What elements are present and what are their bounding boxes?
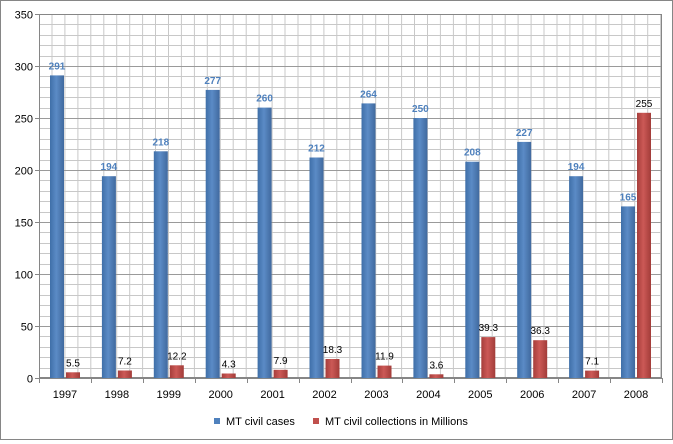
plot-area: 0 50 100 150 200 250 300 350 1997 1998 1999 2000 200… (15, 10, 663, 401)
data-label-cases: 291 (49, 61, 66, 72)
x-tick-label: 2008 (624, 389, 648, 401)
data-label-collections: 12.2 (167, 351, 187, 362)
bar-collections (221, 373, 236, 378)
data-label-cases: 212 (308, 144, 325, 155)
legend-swatch-cases (214, 418, 220, 424)
x-tick-label: 2000 (208, 389, 232, 401)
data-label-cases: 194 (568, 162, 585, 173)
data-label-cases: 250 (412, 104, 429, 115)
bar-cases (153, 151, 168, 378)
x-tick-label: 2007 (572, 389, 596, 401)
x-tick-label: 2003 (364, 389, 388, 401)
bar-collections (585, 370, 600, 378)
y-tick-label: 250 (15, 114, 33, 126)
data-label-collections: 3.6 (429, 360, 443, 371)
bar-cases (569, 176, 584, 378)
bar-cases (621, 206, 635, 378)
data-label-collections: 18.3 (323, 345, 343, 356)
x-tick-label: 2002 (312, 389, 336, 401)
y-tick-label: 200 (15, 166, 33, 178)
y-tick-label: 0 (27, 374, 33, 386)
data-label-collections: 11.9 (375, 352, 394, 363)
y-tick-label: 100 (15, 270, 33, 282)
y-tick-label: 350 (15, 10, 33, 22)
data-label-cases: 218 (152, 137, 169, 148)
x-tick-label: 2004 (416, 389, 440, 401)
bar-cases (101, 176, 116, 378)
bar-collections (117, 370, 132, 378)
bar-collections (169, 365, 184, 378)
data-label-collections: 4.3 (222, 360, 236, 371)
bar-collections (325, 359, 340, 378)
data-label-collections: 5.5 (66, 358, 80, 369)
x-tick-label: 1999 (157, 389, 181, 401)
bar-collections (637, 112, 651, 379)
plot-background (39, 14, 662, 378)
x-tick-label: 1997 (53, 389, 77, 401)
data-label-collections: 36.3 (530, 326, 550, 337)
x-tick-label: 2005 (468, 389, 492, 401)
data-label-collections: 39.3 (479, 323, 499, 334)
data-label-collections: 255 (636, 99, 653, 110)
bar-cases (413, 118, 428, 378)
legend-label-collections: MT civil collections in Millions (325, 416, 468, 428)
y-tick-label: 300 (15, 62, 33, 74)
legend: MT civil cases MT civil collections in Mi… (214, 416, 468, 428)
bar-collections (429, 374, 444, 378)
bar-cases (465, 161, 480, 378)
y-tick-label: 150 (15, 218, 33, 230)
legend-swatch-collections (313, 418, 319, 424)
bar-collections (66, 372, 80, 378)
data-label-collections: 7.1 (585, 357, 599, 368)
data-label-cases: 260 (256, 94, 273, 105)
bar-cases (257, 107, 272, 378)
bar-cases (517, 141, 532, 378)
bar-collections (533, 340, 548, 378)
data-label-cases: 264 (360, 89, 377, 100)
data-label-cases: 227 (516, 128, 533, 139)
x-tick-label: 2001 (260, 389, 284, 401)
bar-cases (309, 157, 324, 378)
bar-collections (273, 369, 288, 378)
bar-cases (361, 103, 376, 379)
bar-collections (377, 365, 392, 378)
data-label-cases: 165 (620, 192, 637, 203)
bar-collections (481, 337, 496, 378)
legend-label-cases: MT civil cases (226, 416, 295, 428)
x-tick-label: 1998 (105, 389, 129, 401)
data-label-collections: 7.9 (274, 356, 288, 367)
data-label-collections: 7.2 (118, 357, 132, 368)
y-tick-label: 50 (21, 322, 33, 334)
data-label-cases: 208 (464, 148, 481, 159)
bar-cases (50, 75, 64, 379)
data-label-cases: 194 (101, 162, 118, 173)
x-tick-label: 2006 (520, 389, 544, 401)
data-label-cases: 277 (204, 76, 221, 87)
bar-cases (205, 89, 220, 379)
